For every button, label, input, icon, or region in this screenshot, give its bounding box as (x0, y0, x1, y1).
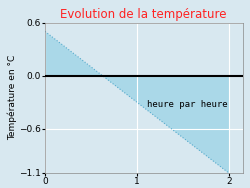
Title: Evolution de la température: Evolution de la température (60, 8, 227, 21)
Y-axis label: Température en °C: Température en °C (8, 55, 18, 140)
Text: heure par heure: heure par heure (147, 100, 228, 109)
